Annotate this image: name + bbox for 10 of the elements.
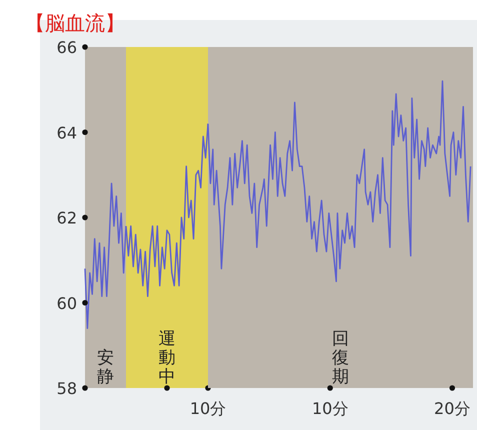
y-tick-label: 58: [56, 379, 77, 398]
y-tick-label: 66: [56, 38, 77, 57]
annotation: 安静: [97, 348, 114, 387]
annotation: 運動中: [158, 329, 176, 387]
chart-title: 【脳血流】: [25, 13, 125, 35]
y-tick-label: 64: [56, 123, 77, 142]
band-label: 回復期: [332, 329, 349, 387]
x-tick-label: 20分: [434, 399, 470, 418]
y-tick-label: 62: [56, 208, 77, 228]
y-tick-label: 60: [56, 294, 77, 313]
